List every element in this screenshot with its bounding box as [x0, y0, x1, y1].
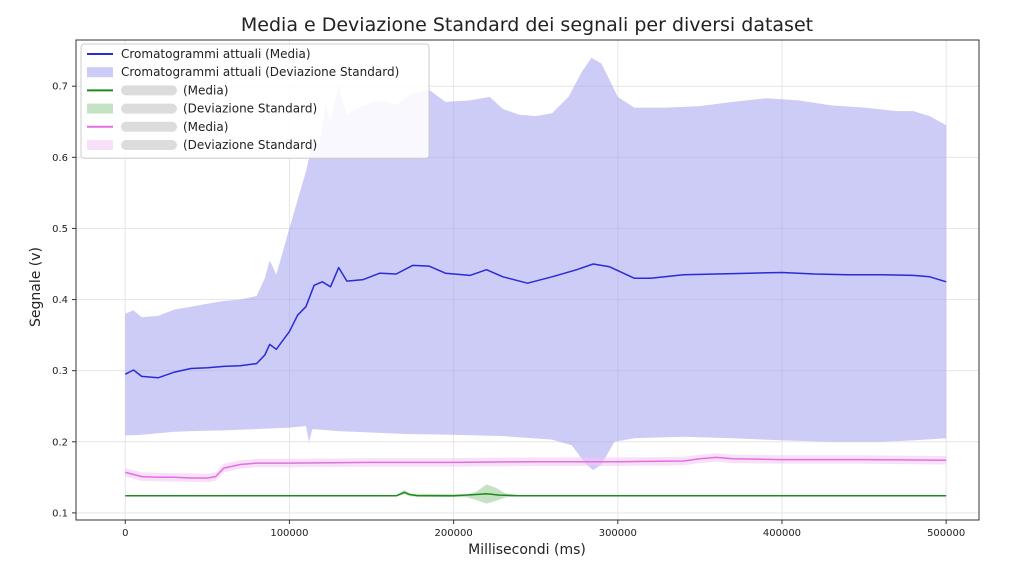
y-tick-label: 0.5 — [52, 224, 68, 235]
plot-frame — [75, 39, 980, 521]
y-tick-label: 0.6 — [52, 153, 68, 164]
legend-redacted-blur — [121, 140, 177, 150]
x-tick-label: 400000 — [763, 528, 801, 539]
legend-label: Cromatogrammi attuali (Deviazione Standa… — [121, 65, 399, 79]
series-area — [124, 57, 947, 504]
x-tick-label: 200000 — [435, 528, 473, 539]
legend-label: (Media) — [183, 120, 228, 134]
series-band-5 — [125, 453, 947, 483]
x-tick-label: 300000 — [599, 528, 637, 539]
x-tick-label: 100000 — [270, 528, 308, 539]
legend-label: (Deviazione Standard) — [183, 102, 317, 116]
ticks: 0 100000 200000 300000 400000 500000 0.1 0.2 0.3… — [52, 82, 965, 539]
y-tick-label: 0.1 — [52, 508, 68, 519]
x-axis-title: Millisecondi (ms) — [468, 542, 586, 558]
y-tick-label: 0.2 — [52, 437, 68, 448]
series-band-3 — [125, 484, 947, 504]
legend-label: Cromatogrammi attuali (Media) — [121, 47, 311, 61]
chart-title: Media e Deviazione Standard dei segnali … — [241, 14, 813, 36]
x-tick-label: 500000 — [927, 528, 965, 539]
y-tick-label: 0.3 — [52, 366, 68, 377]
series-line-2 — [125, 491, 947, 497]
y-tick-label: 0.7 — [52, 82, 68, 93]
legend: Cromatogrammi attuali (Media) Cromatogram… — [80, 43, 430, 159]
y-tick-label: 0.4 — [52, 295, 68, 306]
legend-swatch-band — [87, 103, 113, 114]
legend-swatch-band — [87, 67, 113, 78]
legend-redacted-blur — [121, 121, 177, 132]
legend-redacted-blur — [121, 85, 177, 96]
series-line-0 — [124, 263, 947, 379]
x-tick-label: 0 — [122, 528, 128, 539]
legend-label: (Deviazione Standard) — [183, 138, 317, 152]
legend-label: (Media) — [183, 83, 228, 97]
series-band-1 — [125, 57, 947, 471]
legend-swatch-band — [87, 140, 113, 150]
y-axis-title: Segnale (v) — [28, 247, 44, 327]
legend-redacted-blur — [121, 103, 177, 114]
series-line-4 — [125, 456, 947, 479]
